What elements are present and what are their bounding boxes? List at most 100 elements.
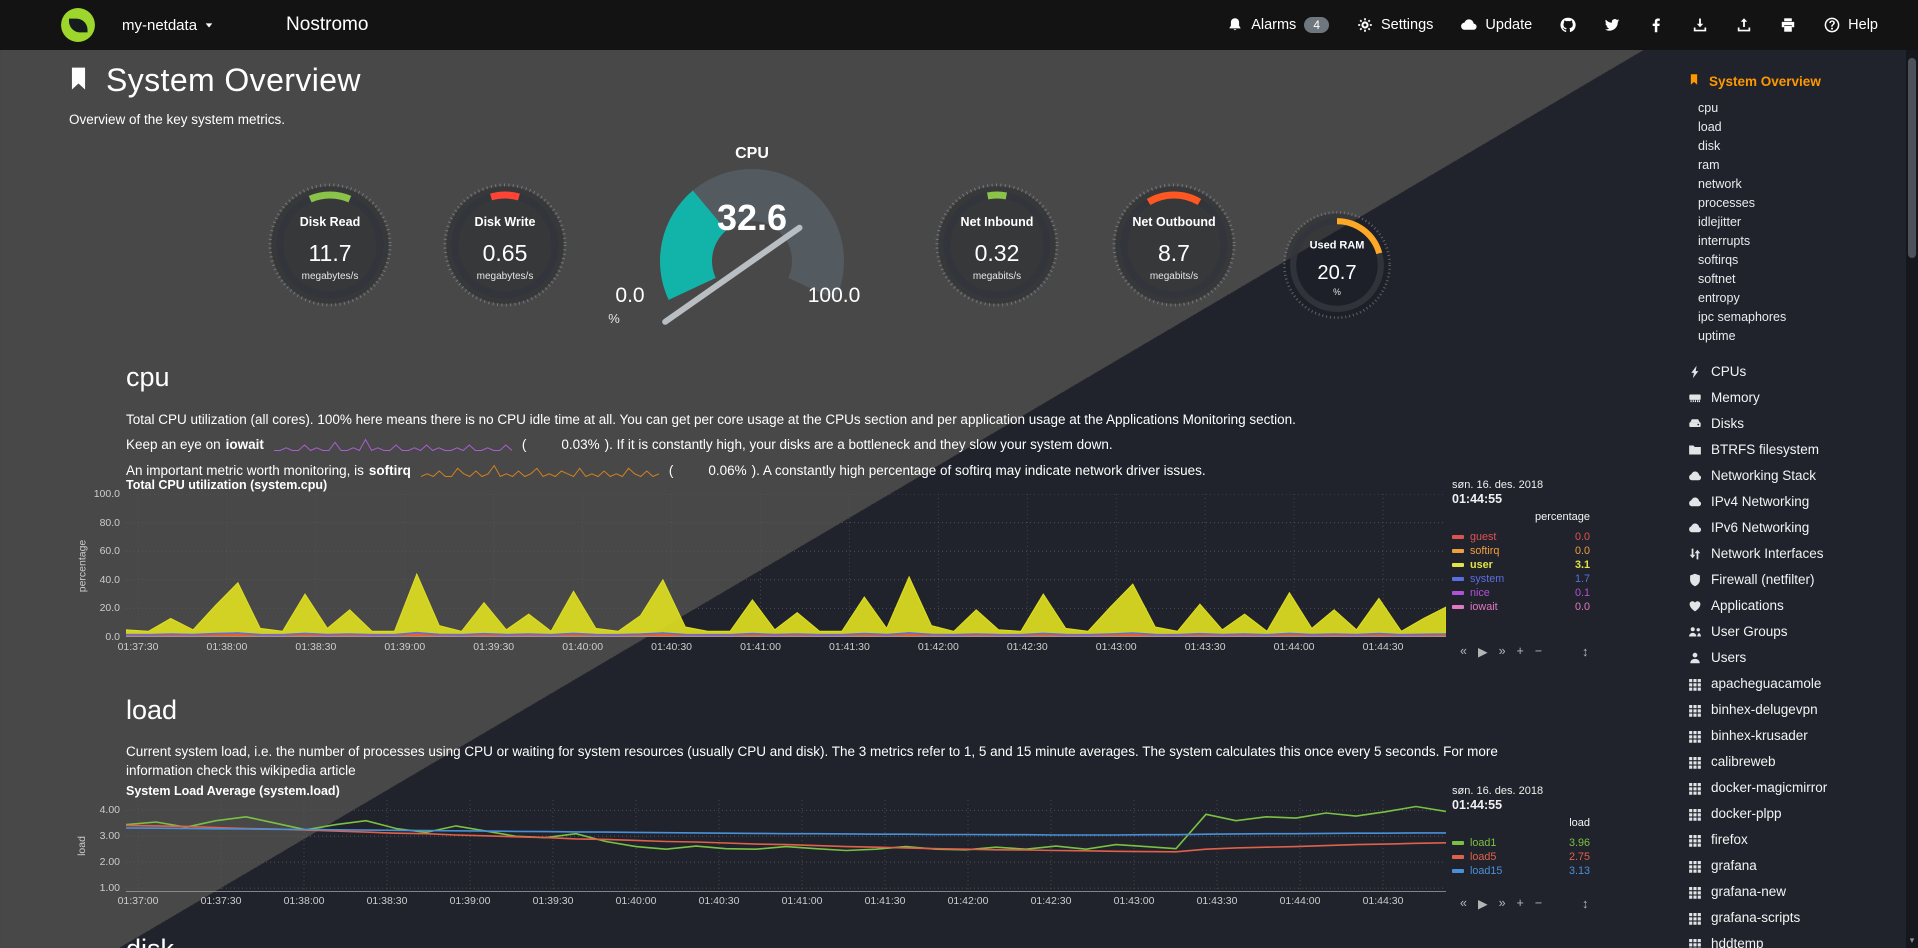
sidebar-subitem-ram[interactable]: ram (1698, 158, 1720, 172)
sidebar-subitem-interrupts[interactable]: interrupts (1698, 234, 1751, 248)
sidebar-item-hddtemp[interactable]: hddtemp (1688, 931, 1906, 948)
gauge-net-outbound[interactable]: Net Outbound 8.7 megabits/s (1109, 180, 1239, 315)
update-button[interactable]: Update (1461, 17, 1532, 33)
x-axis-tick: 01:37:30 (117, 641, 159, 653)
chart-play-button[interactable]: ▶ (1477, 897, 1488, 911)
page-scrollbar[interactable]: ▾ (1906, 50, 1918, 948)
gauge-used-ram[interactable]: Used RAM 20.7% (1280, 208, 1394, 327)
gauge-net-inbound[interactable]: Net Inbound 0.32 megabits/s (932, 180, 1062, 315)
sidebar-subitem-softirqs[interactable]: softirqs (1698, 253, 1739, 267)
x-axis-tick: 01:38:00 (206, 641, 248, 653)
sidebar-item-networking-stack[interactable]: Networking Stack (1688, 463, 1906, 489)
bell-icon (1227, 17, 1243, 33)
sidebar-subitem-ipc-semaphores[interactable]: ipc semaphores (1698, 310, 1787, 324)
legend-swatch-icon (1452, 591, 1464, 595)
legend-softirq[interactable]: softirq 0.0 (1452, 544, 1590, 558)
svg-text:Used RAM: Used RAM (1310, 239, 1365, 251)
chart-forward-button[interactable]: » (1498, 644, 1506, 658)
sidebar-subitem-load[interactable]: load (1698, 120, 1722, 134)
sidebar-subitem-entropy[interactable]: entropy (1698, 291, 1740, 305)
sidebar-subitem-uptime[interactable]: uptime (1698, 329, 1736, 343)
sidebar-item-firefox[interactable]: firefox (1688, 827, 1906, 853)
sidebar-item-label: BTRFS filesystem (1711, 442, 1820, 457)
facebook-button[interactable] (1648, 17, 1664, 33)
netdata-logo-icon[interactable] (60, 7, 96, 43)
sidebar-item-docker-magicmirror[interactable]: docker-magicmirror (1688, 775, 1906, 801)
legend-user[interactable]: user 3.1 (1452, 558, 1590, 572)
sidebar-item-firewall-netfilter[interactable]: Firewall (netfilter) (1688, 567, 1906, 593)
twitter-button[interactable] (1604, 17, 1620, 33)
x-axis-ticks: 01:37:00 01:37:30 01:38:00 01:38:30 01:39:00… (118, 895, 1446, 909)
sidebar-item-btrfs-filesystem[interactable]: BTRFS filesystem (1688, 437, 1906, 463)
sidebar-subitem-softnet[interactable]: softnet (1698, 272, 1736, 286)
chart-play-button[interactable]: ▶ (1477, 645, 1488, 659)
legend-load15[interactable]: load15 3.13 (1452, 864, 1590, 878)
main-content: System Overview Overview of the key syst… (0, 50, 1676, 948)
sidebar-item-network-interfaces[interactable]: Network Interfaces (1688, 541, 1906, 567)
chart-backward-button[interactable]: « (1460, 896, 1467, 910)
sidebar-item-binhex-krusader[interactable]: binhex-krusader (1688, 723, 1906, 749)
legend-system[interactable]: system 1.7 (1452, 572, 1590, 586)
chart-zoom-out-button[interactable]: − (1534, 644, 1543, 658)
help-button[interactable]: Help (1824, 17, 1878, 33)
chart-backward-button[interactable]: « (1460, 644, 1467, 658)
sidebar-item-ipv4-networking[interactable]: IPv4 Networking (1688, 489, 1906, 515)
import-snapshot-button[interactable] (1736, 17, 1752, 33)
x-axis-tick: 01:40:00 (562, 641, 604, 653)
gauge-disk-read[interactable]: Disk Read 11.7 megabytes/s (265, 180, 395, 315)
sidebar-item-disks[interactable]: Disks (1688, 411, 1906, 437)
sidebar-item-cpus[interactable]: CPUs (1688, 359, 1906, 385)
sidebar-item-apacheguacamole[interactable]: apacheguacamole (1688, 671, 1906, 697)
sidebar-subitem-idlejitter[interactable]: idlejitter (1698, 215, 1742, 229)
sidebar-item-label: binhex-delugevpn (1711, 702, 1818, 717)
sidebar-item-memory[interactable]: Memory (1688, 385, 1906, 411)
gauge-cpu[interactable]: CPU 32.6 0.0 100.0% (600, 142, 890, 327)
chart-forward-button[interactable]: » (1498, 896, 1506, 910)
heart-icon (1688, 599, 1702, 613)
sidebar-item-calibreweb[interactable]: calibreweb (1688, 749, 1906, 775)
export-snapshot-button[interactable] (1692, 17, 1708, 33)
sidebar-subitem-processes[interactable]: processes (1698, 196, 1755, 210)
host-dropdown[interactable]: my-netdata (122, 17, 214, 34)
sidebar-subitem-network[interactable]: network (1698, 177, 1742, 191)
sidebar-item-binhex-delugevpn[interactable]: binhex-delugevpn (1688, 697, 1906, 723)
sidebar-item-grafana-scripts[interactable]: grafana-scripts (1688, 905, 1906, 931)
legend-load1[interactable]: load1 3.96 (1452, 836, 1590, 850)
chart-zoom-in-button[interactable]: + (1516, 896, 1524, 910)
sidebar-item-system-overview[interactable]: System Overview (1688, 72, 1906, 90)
legend-swatch-icon (1452, 841, 1464, 845)
facebook-icon (1648, 17, 1664, 33)
sidebar-subsections: cpu load disk ram network processes idlejitter… (1698, 99, 1906, 346)
sidebar-subitem-disk[interactable]: disk (1698, 139, 1721, 153)
alarms-button[interactable]: Alarms 4 (1227, 17, 1329, 33)
settings-button[interactable]: Settings (1357, 17, 1433, 33)
sidebar-item-applications[interactable]: Applications (1688, 593, 1906, 619)
sidebar-item-docker-plpp[interactable]: docker-plpp (1688, 801, 1906, 827)
legend-iowait[interactable]: iowait 0.0 (1452, 600, 1590, 614)
y-axis-tick: 80.0 (99, 516, 120, 529)
load-plot-area[interactable] (126, 800, 1446, 892)
svg-text:megabytes/s: megabytes/s (302, 271, 359, 282)
chart-zoom-out-button[interactable]: − (1534, 896, 1543, 910)
legend-nice[interactable]: nice 0.1 (1452, 586, 1590, 600)
chart-zoom-in-button[interactable]: + (1516, 644, 1524, 658)
print-button[interactable] (1780, 17, 1796, 33)
sidebar-item-grafana-new[interactable]: grafana-new (1688, 879, 1906, 905)
sidebar-sections: CPUs Memory Disks BTRFS filesystem Networkin… (1688, 359, 1906, 948)
sidebar-subitem-cpu[interactable]: cpu (1698, 101, 1719, 115)
x-axis-tick: 01:40:30 (651, 641, 692, 653)
sidebar-item-users[interactable]: Users (1688, 645, 1906, 671)
sidebar-item-ipv6-networking[interactable]: IPv6 Networking (1688, 515, 1906, 541)
github-button[interactable] (1560, 17, 1576, 33)
scrollbar-down-arrow[interactable]: ▾ (1909, 935, 1915, 945)
sidebar-item-grafana[interactable]: grafana (1688, 853, 1906, 879)
scrollbar-thumb[interactable] (1908, 58, 1916, 258)
gauge-disk-write[interactable]: Disk Write 0.65 megabytes/s (440, 180, 570, 315)
resize-handle[interactable]: ↕ (1582, 644, 1589, 659)
resize-handle[interactable]: ↕ (1582, 896, 1589, 911)
sidebar-item-user-groups[interactable]: User Groups (1688, 619, 1906, 645)
cpu-plot-area[interactable] (126, 494, 1446, 637)
legend-load5[interactable]: load5 2.75 (1452, 850, 1590, 864)
legend-name: load5 (1470, 851, 1497, 863)
legend-guest[interactable]: guest 0.0 (1452, 530, 1590, 544)
